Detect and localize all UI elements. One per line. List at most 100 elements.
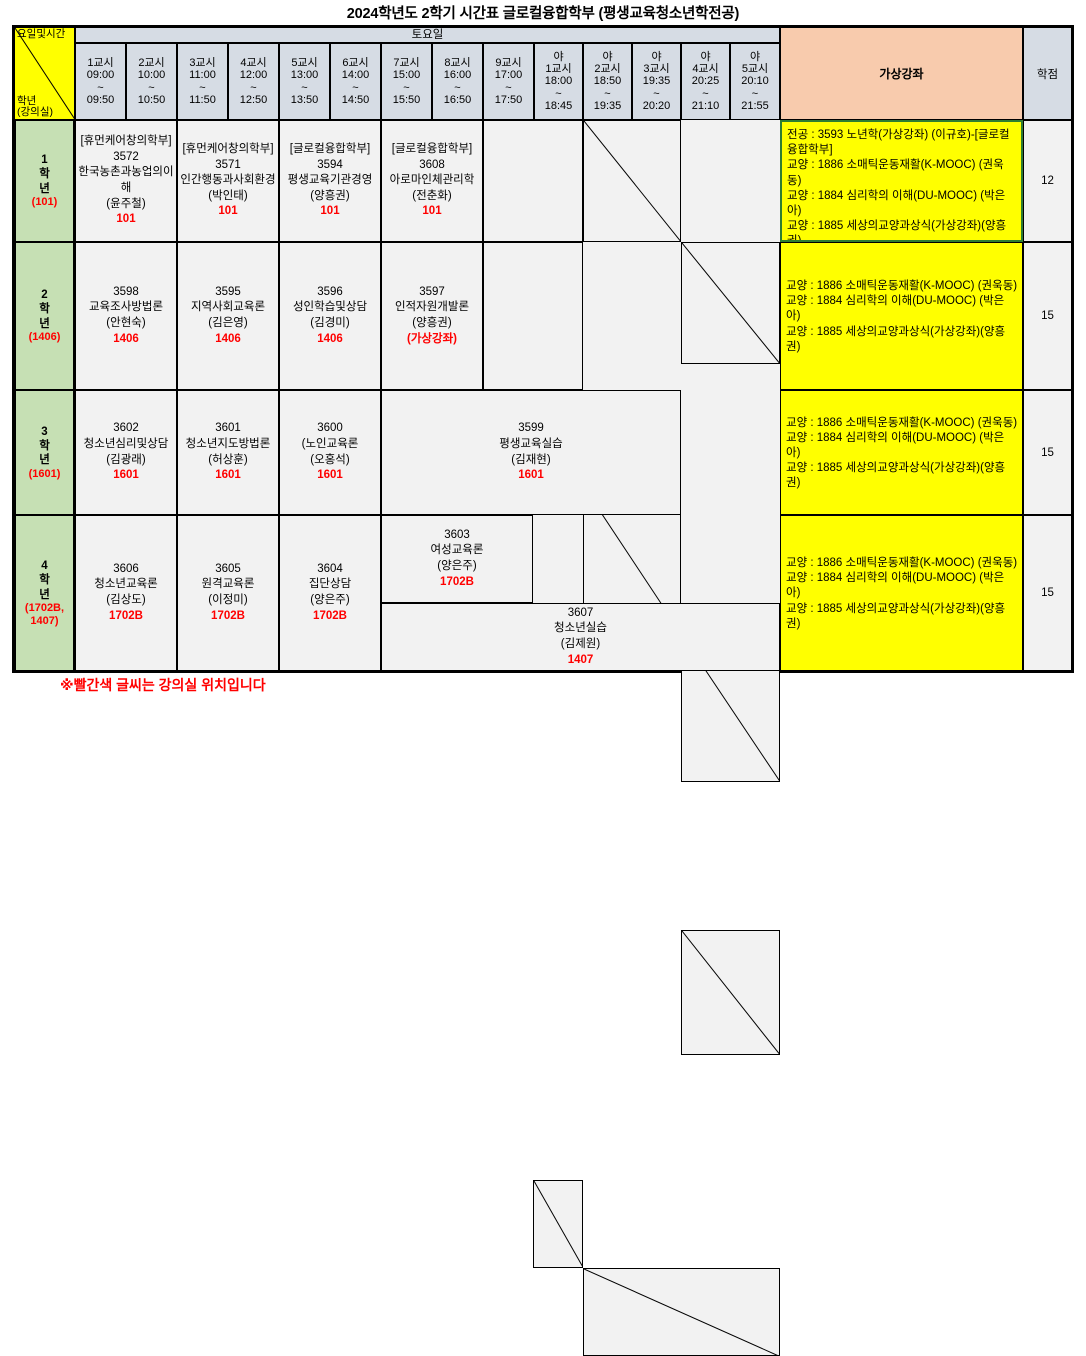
grade-char-hak: 학 — [39, 574, 50, 587]
course-cell[interactable]: [휴먼케어창의학부] 3571 인간행동과사회환경 (박인태) 101 — [177, 120, 279, 242]
course-cell[interactable]: 3602 청소년심리및상담 (김광래) 1601 — [75, 390, 177, 515]
virtual-lecture-line: 교양 : 1885 세상의교양과상식(가상강좌)(양흥권) — [786, 325, 1006, 353]
course-cell[interactable]: 3599 평생교육실습 (김재현) 1601 — [381, 390, 681, 515]
period-header-1: 1교시 09:00 ~ 09:50 — [75, 43, 126, 120]
course-code: 3607 — [567, 606, 594, 619]
unavailable-slot[interactable] — [533, 1180, 583, 1268]
period-no: 3교시 — [189, 56, 216, 69]
grade-room: (1601) — [28, 467, 61, 480]
grade-room: (101) — [31, 196, 58, 209]
course-cell[interactable]: 3603 여성교육론 (양은주) 1702B — [381, 515, 533, 603]
course-code: 3571 — [215, 158, 241, 171]
course-code: 3602 — [113, 422, 139, 435]
course-professor: (김경미) — [310, 317, 350, 329]
grade-number: 4 — [41, 559, 48, 572]
period-tilde: ~ — [751, 87, 759, 100]
period-start: 10:00 — [137, 69, 166, 82]
course-code: 3601 — [215, 422, 241, 435]
course-dept: [글로컬융합학부] — [289, 143, 371, 156]
course-cell[interactable]: 3595 지역사회교육론 (김은영) 1406 — [177, 242, 279, 390]
grade-label-1: 1 학 년 (101) — [14, 120, 75, 242]
unavailable-slot[interactable] — [583, 120, 681, 242]
page-title: 2024학년도 2학기 시간표 글로컬융합학부 (평생교육청소년학전공) — [346, 5, 740, 22]
course-professor: (오홍석) — [310, 453, 350, 466]
course-name: 평생교육기관경영 — [287, 174, 373, 187]
grade-number: 1 — [41, 154, 48, 167]
credit-cell: 15 — [1023, 390, 1072, 515]
period-end: 21:55 — [741, 99, 769, 112]
virtual-lecture-line: 교양 : 1885 세상의교양과상식(가상강좌)(양흥권) — [787, 220, 1007, 242]
period-end: 14:50 — [341, 93, 370, 106]
virtual-lecture-line: 교양 : 1884 심리학의 이해(DU-MOOC) (박은아) — [786, 295, 1005, 323]
course-cell[interactable]: 3597 인적자원개발론 (양흥권) (가상강좌) — [381, 242, 483, 390]
strikethrough-diagonal-icon — [584, 121, 680, 241]
course-professor: (김제원) — [560, 638, 601, 650]
course-room: 1601 — [518, 469, 544, 482]
course-name: 집단상담 — [308, 578, 352, 591]
evening-period-header-4: 야 4교시 20:25 ~ 21:10 — [681, 43, 730, 120]
unavailable-slot[interactable] — [583, 1268, 780, 1356]
course-cell[interactable]: [글로컬융합학부] 3608 아로마인체관리학 (전춘화) 101 — [381, 120, 483, 242]
course-professor: (윤주철) — [106, 197, 146, 210]
virtual-lecture-cell[interactable]: 교양 : 1886 소매틱운동재활(K-MOOC) (권욱동) 교양 : 188… — [780, 242, 1023, 390]
footer-note: ※빨간색 글씨는 강의실 위치입니다 — [60, 677, 266, 693]
grade-char-hak: 학 — [39, 168, 50, 181]
credit-header: 학점 — [1023, 27, 1072, 120]
period-no: 6교시 — [342, 56, 369, 69]
grade-char-hak: 학 — [39, 303, 50, 316]
course-cell[interactable]: 3607 청소년실습 (김제원) 1407 — [381, 603, 780, 671]
period-start: 18:50 — [593, 75, 622, 88]
course-code: 3604 — [317, 562, 343, 575]
evening-ya-label: 야 — [749, 50, 761, 63]
course-cell[interactable]: 3601 청소년지도방법론 (허상훈) 1601 — [177, 390, 279, 515]
course-cell[interactable]: [휴먼케어창의학부] 3572 한국농촌과농업의이해 (윤주철) 101 — [75, 120, 177, 242]
course-professor: (양흥권) — [412, 317, 452, 329]
course-dept: [글로컬융합학부] — [391, 143, 473, 156]
period-tilde: ~ — [454, 81, 461, 94]
course-professor: (안현숙) — [106, 317, 146, 329]
period-start: 18:00 — [544, 75, 573, 88]
period-header-3: 3교시 11:00 ~ 11:50 — [177, 43, 228, 120]
timetable-grid: 요일및시간 학년 (강의실) 토요일 가상강좌 학점 1교시 09:00 ~ 0… — [12, 25, 1074, 1356]
course-cell[interactable]: [글로컬융합학부] 3594 평생교육기관경영 (양흥권) 101 — [279, 120, 381, 242]
unavailable-slot[interactable] — [681, 242, 780, 364]
course-cell[interactable]: 3605 원격교육론 (이정미) 1702B — [177, 515, 279, 671]
virtual-lecture-line: 교양 : 1886 소매틱운동재활(K-MOOC) (권욱동) — [786, 280, 1018, 293]
period-no: 5교시 — [291, 56, 318, 69]
strikethrough-diagonal-icon — [584, 1269, 778, 1355]
grade-char-nyeon: 년 — [39, 182, 50, 195]
course-name: 한국농촌과농업의이해 — [78, 166, 174, 194]
course-name: 청소년심리및상담 — [83, 437, 169, 450]
grade-room-line1: (1702B, — [24, 601, 65, 614]
course-cell[interactable]: 3596 성인학습및상담 (김경미) 1406 — [279, 242, 381, 390]
period-end: 13:50 — [290, 93, 319, 106]
period-no: 9교시 — [495, 56, 522, 69]
virtual-lecture-cell[interactable]: 교양 : 1886 소매틱운동재활(K-MOOC) (권욱동) 교양 : 188… — [780, 515, 1023, 671]
empty-slot[interactable] — [483, 242, 583, 390]
course-cell[interactable]: 3604 집단상담 (양은주) 1702B — [279, 515, 381, 671]
course-name: 평생교육실습 — [499, 437, 563, 450]
course-cell[interactable]: 3598 교육조사방법론 (안현숙) 1406 — [75, 242, 177, 390]
virtual-lecture-line: 교양 : 1884 심리학의 이해(DU-MOOC) (박은아) — [786, 572, 1005, 600]
period-end: 17:50 — [494, 93, 523, 106]
period-no: 8교시 — [444, 56, 471, 69]
strikethrough-diagonal-icon — [682, 931, 779, 1054]
period-no: 4교시 — [692, 63, 719, 76]
course-cell[interactable]: 3600 (노인교육론 (오홍석) 1601 — [279, 390, 381, 515]
period-end: 11:50 — [189, 93, 216, 106]
empty-slot[interactable] — [483, 120, 583, 242]
period-tilde: ~ — [403, 81, 410, 94]
day-header-saturday: 토요일 — [75, 27, 780, 43]
course-cell[interactable]: 3606 청소년교육론 (김상도) 1702B — [75, 515, 177, 671]
virtual-lecture-cell[interactable]: 전공 : 3593 노년학(가상강좌) (이규호)-[글로컬융합학부] 교양 :… — [780, 120, 1023, 242]
unavailable-slot[interactable] — [681, 930, 780, 1055]
course-professor: (양은주) — [310, 594, 350, 606]
grade-number: 2 — [41, 289, 48, 302]
period-start: 17:00 — [494, 69, 523, 82]
course-professor: (양흥권) — [310, 189, 350, 202]
period-tilde: ~ — [301, 81, 308, 94]
grade-char-nyeon: 년 — [39, 317, 50, 330]
virtual-lecture-cell[interactable]: 교양 : 1886 소매틱운동재활(K-MOOC) (권욱동) 교양 : 188… — [780, 390, 1023, 515]
period-tilde: ~ — [505, 81, 512, 94]
period-end: 19:35 — [593, 99, 622, 112]
